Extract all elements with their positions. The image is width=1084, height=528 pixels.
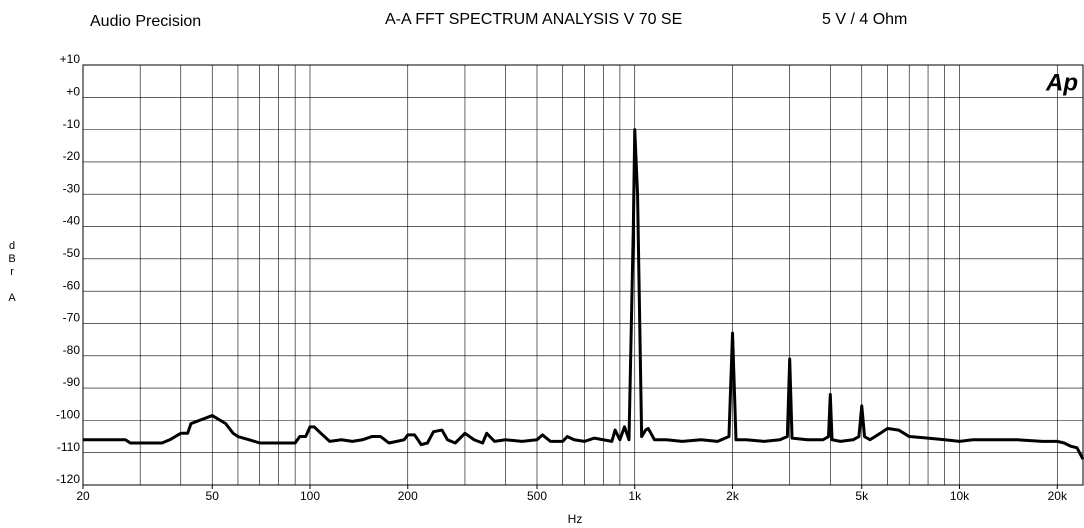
y-tick-label: -110 <box>57 440 80 454</box>
y-tick-label: -60 <box>63 278 81 292</box>
x-axis-label: Hz <box>568 512 583 526</box>
y-tick-label: -100 <box>56 408 80 422</box>
x-tick-label: 1k <box>628 489 642 503</box>
plot-frame <box>82 64 1084 486</box>
y-tick-label: -40 <box>63 214 81 228</box>
y-tick-label: +0 <box>66 84 80 98</box>
x-tick-label: 10k <box>950 489 970 503</box>
logo: Ap <box>1045 69 1078 96</box>
y-tick-label: -50 <box>63 246 81 260</box>
chart-title: A-A FFT SPECTRUM ANALYSIS V 70 SE <box>385 11 682 28</box>
x-tick-label: 500 <box>527 489 547 503</box>
y-tick-label: -70 <box>63 311 81 325</box>
y-tick-label: +10 <box>60 52 81 66</box>
y-axis-label: dBr A <box>6 240 18 305</box>
x-tick-label: 5k <box>855 489 869 503</box>
x-tick-label: 2k <box>726 489 740 503</box>
y-tick-label: -90 <box>63 375 81 389</box>
y-tick-label: -20 <box>63 149 81 163</box>
header-left: Audio Precision <box>90 13 201 30</box>
y-tick-label: -30 <box>63 181 81 195</box>
x-tick-label: 20 <box>76 489 90 503</box>
y-tick-label: -10 <box>63 117 81 131</box>
y-tick-label: -120 <box>56 472 80 486</box>
x-tick-label: 200 <box>398 489 418 503</box>
y-tick-label: -80 <box>63 343 81 357</box>
x-tick-label: 100 <box>300 489 320 503</box>
spectrum-line <box>83 128 1084 460</box>
header-right: 5 V / 4 Ohm <box>822 11 907 28</box>
x-tick-label: 50 <box>206 489 220 503</box>
x-tick-label: 20k <box>1048 489 1068 503</box>
